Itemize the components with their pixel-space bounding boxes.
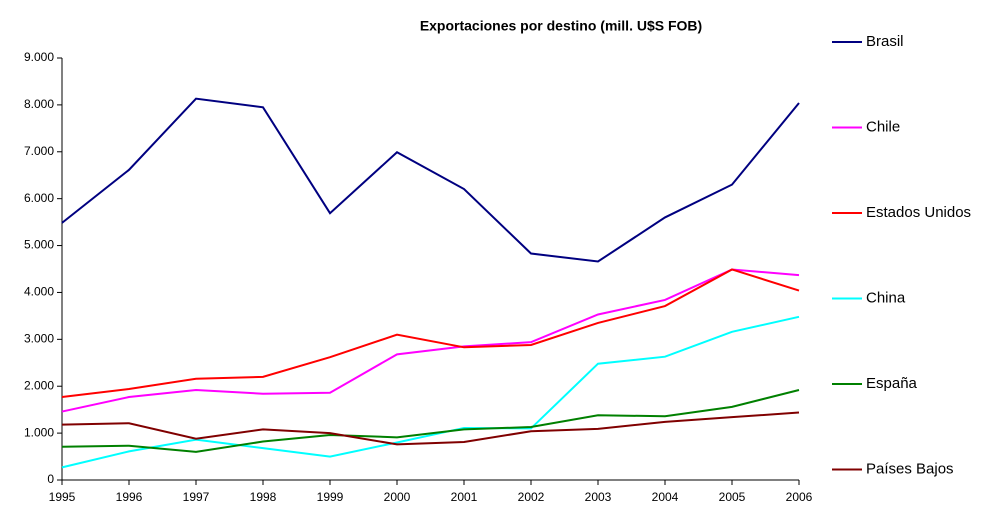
x-tick-label: 1998 <box>250 490 277 504</box>
legend-label: Países Bajos <box>866 460 954 477</box>
series-line <box>61 268 800 398</box>
y-tick-label: 5.000 <box>24 238 54 252</box>
legend-label: Chile <box>866 118 900 135</box>
series-line <box>61 268 800 413</box>
legend-label: Estados Unidos <box>866 204 971 221</box>
x-tick-label: 2000 <box>384 490 411 504</box>
series-line <box>61 389 800 453</box>
legend-label: China <box>866 289 906 306</box>
y-tick-label: 3.000 <box>24 332 54 346</box>
x-tick-label: 2002 <box>518 490 545 504</box>
series-line <box>61 315 800 469</box>
y-tick-label: 9.000 <box>24 50 54 64</box>
x-tick-label: 2006 <box>786 490 813 504</box>
legend-label: España <box>866 375 918 392</box>
x-tick-label: 1995 <box>49 490 76 504</box>
y-tick-label: 6.000 <box>24 191 54 205</box>
x-tick-label: 2001 <box>451 490 478 504</box>
x-tick-label: 2004 <box>652 490 679 504</box>
legend-label: Brasil <box>866 33 904 50</box>
x-tick-label: 1997 <box>183 490 210 504</box>
y-tick-label: 1.000 <box>24 425 54 439</box>
series-line <box>61 411 800 446</box>
chart-title: Exportaciones por destino (mill. U$S FOB… <box>420 18 702 34</box>
x-tick-label: 1999 <box>317 490 344 504</box>
y-tick-label: 4.000 <box>24 285 54 299</box>
x-tick-label: 2005 <box>719 490 746 504</box>
series-line <box>61 97 800 263</box>
x-tick-label: 1996 <box>116 490 143 504</box>
y-tick-label: 2.000 <box>24 378 54 392</box>
x-tick-label: 2003 <box>585 490 612 504</box>
y-tick-label: 8.000 <box>24 97 54 111</box>
y-tick-label: 7.000 <box>24 144 54 158</box>
y-tick-label: 0 <box>47 472 54 486</box>
